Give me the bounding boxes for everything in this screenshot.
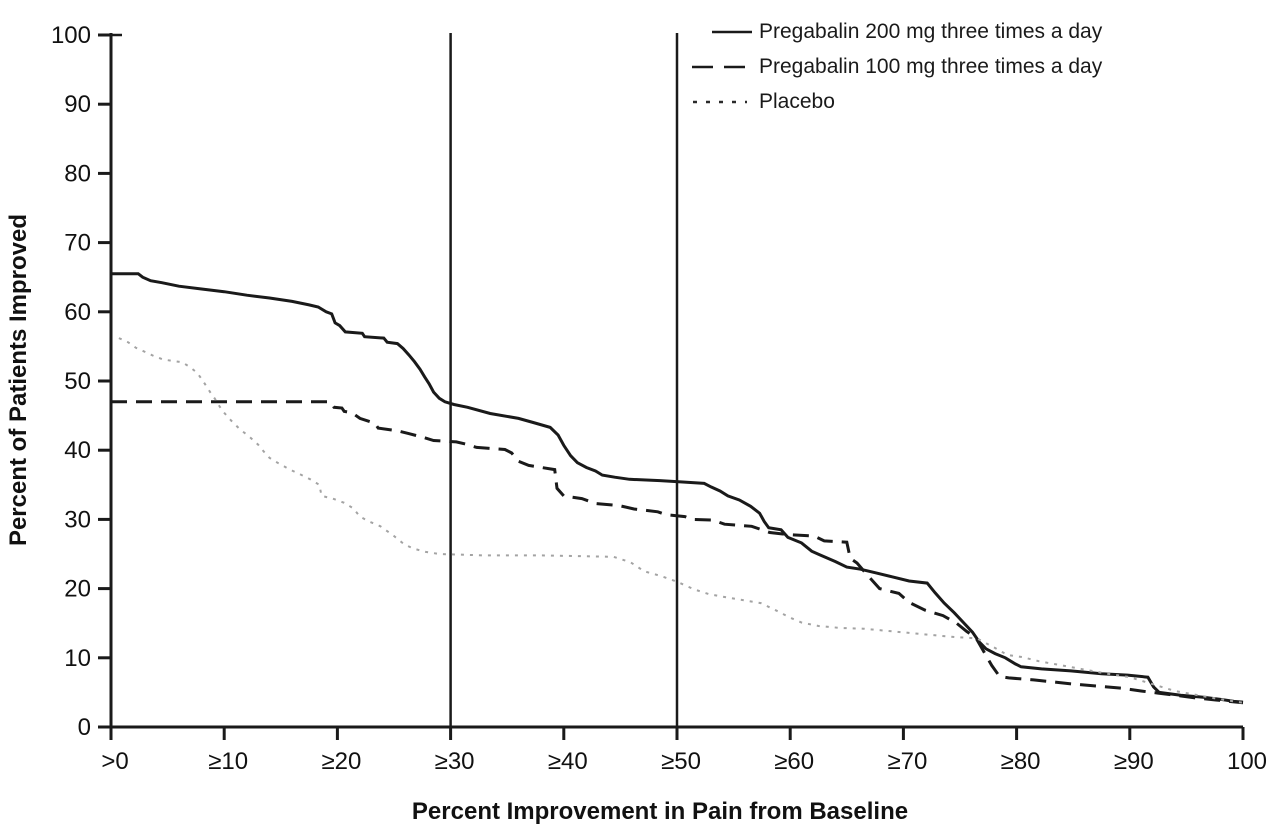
y-tick-label-100: 100 [51,22,91,49]
x-tick-label-70: ≥70 [887,748,927,775]
x-tick-label-90: ≥90 [1114,748,1154,775]
reference-lines [449,33,679,727]
x-tick-label-10: ≥10 [208,748,248,775]
x-tick-label-0: >0 [101,748,128,775]
legend-label-pregabalin-200: Pregabalin 200 mg three times a day [759,19,1103,43]
x-axis-title: Percent Improvement in Pain from Baselin… [411,798,909,825]
x-axis-ticks: >0 ≥10 ≥20 ≥30 ≥40 ≥50 ≥60 ≥70 ≥80 ≥90 100 [101,727,1267,775]
x-tick-label-80: ≥80 [1001,748,1041,775]
legend-row-pregabalin-100: Pregabalin 100 mg three times a day [690,49,1102,84]
legend-line-solid-icon [712,30,752,33]
legend-row-pregabalin-200: Pregabalin 200 mg three times a day [690,14,1102,49]
series-line-pregabalin-200-mg-three-times-a-day [111,272,1244,704]
x-tick-label-30: ≥30 [435,748,475,775]
y-tick-label-10: 10 [64,645,91,672]
y-tick-label-20: 20 [64,576,91,603]
legend-line-dashed-icon [692,65,752,68]
y-tick-label-0: 0 [78,714,91,741]
legend-label-placebo: Placebo [759,89,835,113]
legend-row-placebo: Placebo [690,84,1102,119]
y-tick-label-70: 70 [64,230,91,257]
x-tick-label-50: ≥50 [661,748,701,775]
series-line-placebo [118,337,1244,704]
x-tick-label-100: 100 [1227,748,1267,775]
y-tick-label-80: 80 [64,160,91,187]
legend-label-pregabalin-100: Pregabalin 100 mg three times a day [759,54,1103,78]
y-axis-title: Percent of Patients Improved [5,213,32,547]
y-tick-label-40: 40 [64,437,91,464]
y-axis-ticks: 0 10 20 30 40 50 60 70 80 90 100 [51,22,111,741]
y-tick-label-30: 30 [64,506,91,533]
y-tick-label-60: 60 [64,299,91,326]
x-tick-label-40: ≥40 [548,748,588,775]
legend: Pregabalin 200 mg three times a day Preg… [690,14,1102,119]
x-tick-label-20: ≥20 [321,748,361,775]
y-tick-label-50: 50 [64,368,91,395]
y-tick-label-90: 90 [64,91,91,118]
legend-line-dotted-icon [693,100,747,103]
series-line-pregabalin-100-mg-three-times-a-day [111,400,1244,705]
x-tick-label-60: ≥60 [774,748,814,775]
